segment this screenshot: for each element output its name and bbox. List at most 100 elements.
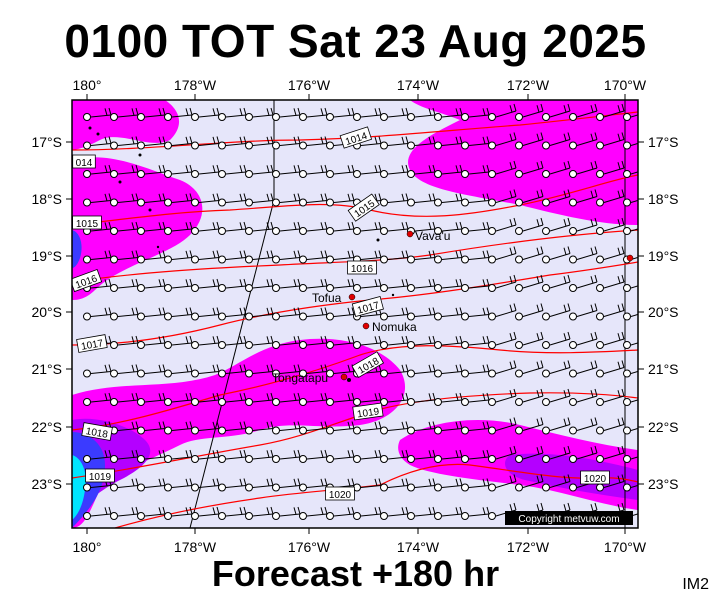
wind-barb [110,335,139,349]
lat-label-left: 23°S [31,476,62,492]
wind-barb [515,388,544,406]
wind-barb [218,364,247,378]
wind-barb [272,307,301,321]
island-dot [118,180,122,184]
lon-label-bottom: 174°W [397,539,440,555]
wind-barb [434,164,463,178]
wind-barb [218,221,247,235]
wind-barb [110,392,139,406]
wind-barb [83,307,112,321]
wind-barb [488,132,517,150]
wind-barb [596,360,625,378]
isobar-label: 1019 [85,468,115,483]
wind-barb [542,274,571,292]
wind-barb [407,307,436,321]
wind-barb [83,506,112,520]
wind-barb [218,506,247,520]
svg-text:1015: 1015 [76,219,99,230]
wind-barb [461,506,490,520]
wind-barb [272,164,301,178]
wind-barb [515,417,544,435]
wind-barb [623,113,638,121]
wind-barb [164,307,193,321]
wind-barb [542,360,571,378]
map-area: Vava'u Tofua Nomuka Tongatapu 1014014101… [72,100,638,528]
wind-barb [434,193,463,207]
wind-barb [299,478,328,492]
copyright-box [505,511,633,525]
wind-barb [515,189,544,207]
wind-barb [434,421,463,435]
lon-label-top: 180° [73,77,102,93]
isobar-label: 1017 [76,334,108,353]
wind-barb [569,445,598,463]
wind-barb [434,307,463,321]
wind-barb [191,250,220,264]
wind-barb [137,392,166,406]
wind-barb [434,506,463,520]
rain-area-north-west [72,100,180,150]
wind-barb [488,217,517,235]
wind-barb [299,506,328,520]
wind-barb [245,193,274,207]
islands [88,126,395,382]
wind-barb [245,364,274,378]
lat-label-right: 23°S [648,476,679,492]
svg-text:1017: 1017 [80,338,104,353]
wind-barb [245,278,274,292]
wind-barb [164,335,193,349]
wind-barb [326,449,355,463]
wind-barb [623,170,638,178]
wind-barb [218,193,247,207]
wind-barb [191,107,220,121]
svg-text:1020: 1020 [329,490,352,501]
wind-barb [353,335,382,349]
wind-barb [299,335,328,349]
lat-label-left: 18°S [31,191,62,207]
wind-barb [407,335,436,349]
lon-label-bottom: 180° [73,539,102,555]
lat-label-right: 18°S [648,191,679,207]
wind-barb [569,331,598,349]
isobar-1018 [72,345,638,431]
wind-barb [380,136,409,150]
wind-barb [164,392,193,406]
wind-barb [299,278,328,292]
wind-barb [596,388,625,406]
wind-barb [623,398,638,406]
wind-barb [164,364,193,378]
wind-barb [326,193,355,207]
svg-text:1018: 1018 [85,426,109,441]
wind-barb [596,445,625,463]
wind-barb [218,335,247,349]
wind-barb [272,278,301,292]
wind-barb [515,132,544,150]
wind-barb [110,107,139,121]
lat-label-left: 17°S [31,134,62,150]
wind-barb [596,103,625,121]
wind-barb [272,107,301,121]
wind-barb [623,341,638,349]
wind-barb [164,221,193,235]
precipitation-extreme [72,455,86,520]
wind-barb [380,421,409,435]
wind-barb [461,449,490,463]
nomuka-marker [362,322,370,330]
wind-barb [245,221,274,235]
wind-barb [353,107,382,121]
wind-barb [272,449,301,463]
lat-label-right: 19°S [648,248,679,264]
lat-label-right: 21°S [648,361,679,377]
wind-barb [326,278,355,292]
wind-barb [515,217,544,235]
wind-barb [515,160,544,178]
wind-barb [137,335,166,349]
wind-barb [542,331,571,349]
wind-barb [542,388,571,406]
wind-barb [218,478,247,492]
wind-barb [110,506,139,520]
place-label-tofua: Tofua [312,291,342,305]
wind-barb [218,449,247,463]
wind-barb [137,421,166,435]
wind-barb [488,189,517,207]
